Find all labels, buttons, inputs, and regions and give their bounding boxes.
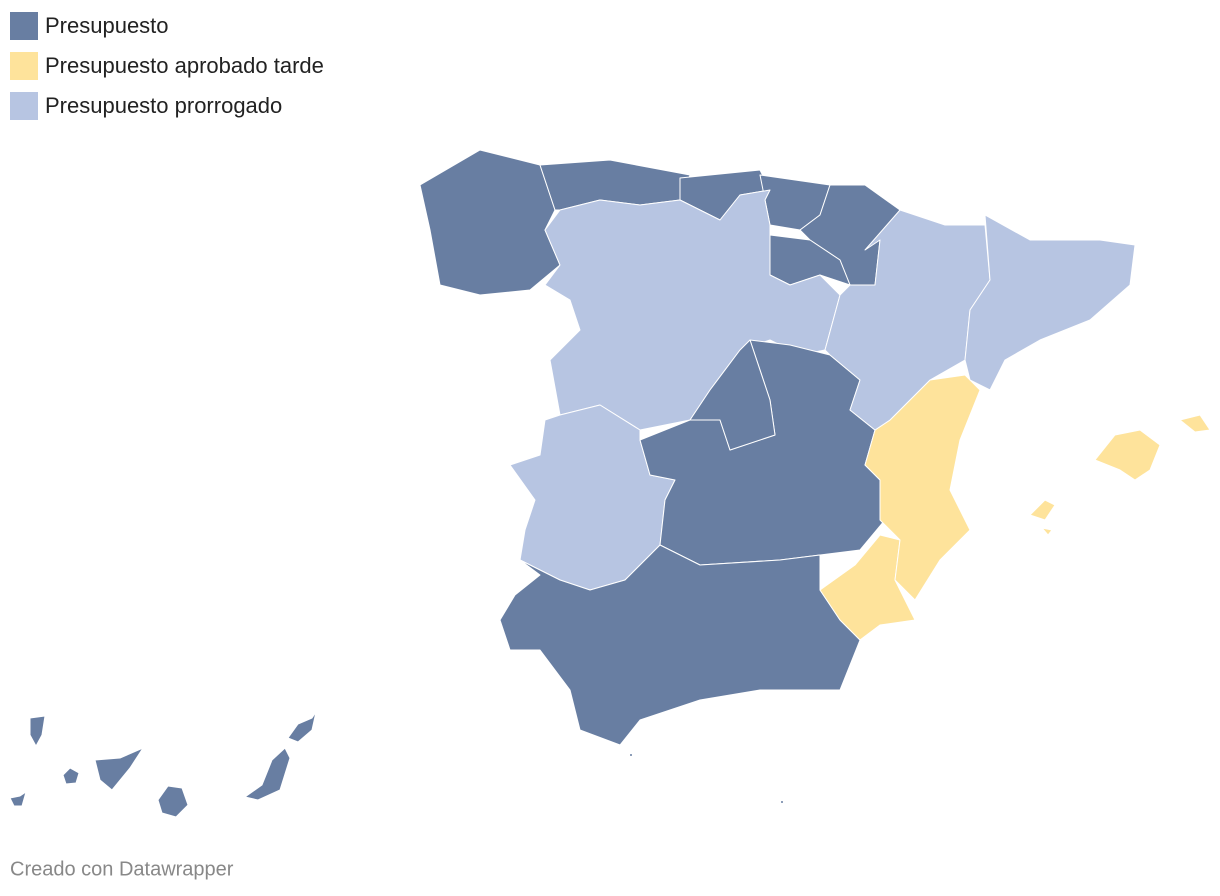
legend-label: Presupuesto prorrogado xyxy=(45,93,282,118)
region xyxy=(780,800,784,804)
region xyxy=(629,753,633,757)
region xyxy=(964,214,1136,391)
region xyxy=(499,544,861,746)
region xyxy=(689,339,776,451)
region xyxy=(1029,499,1056,521)
legend-swatch xyxy=(10,52,38,80)
region xyxy=(819,534,916,641)
region xyxy=(1094,429,1161,481)
region xyxy=(29,715,46,747)
region xyxy=(1179,414,1211,433)
legend-swatch xyxy=(10,92,38,120)
region xyxy=(864,374,981,601)
legend: Presupuesto Presupuesto aprobado tarde Pre… xyxy=(10,12,324,120)
regions xyxy=(9,149,1211,818)
legend-label: Presupuesto aprobado tarde xyxy=(45,53,324,78)
legend-swatch xyxy=(10,12,38,40)
footer: Creado con Datawrapper xyxy=(10,858,234,880)
region xyxy=(62,767,80,785)
region xyxy=(244,747,291,801)
region xyxy=(419,149,561,296)
region xyxy=(1041,527,1053,536)
region xyxy=(94,747,144,791)
region xyxy=(157,785,189,818)
region xyxy=(287,711,317,743)
legend-label: Presupuesto xyxy=(45,13,169,38)
region xyxy=(9,791,27,807)
region xyxy=(824,209,991,431)
